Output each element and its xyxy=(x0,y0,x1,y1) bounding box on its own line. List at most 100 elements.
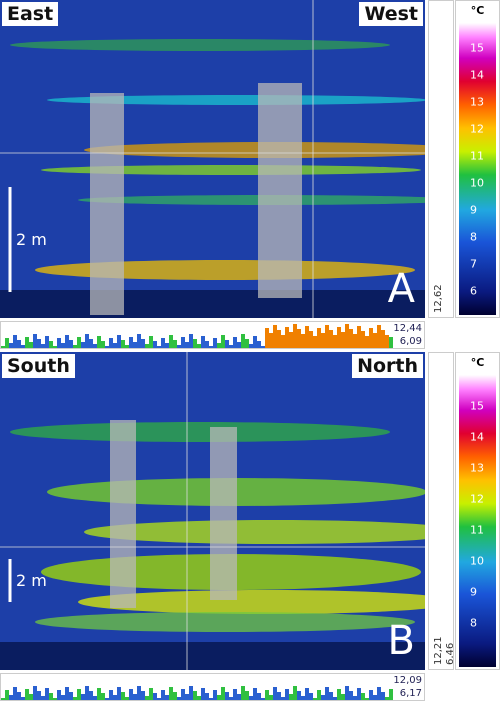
profile-bar xyxy=(69,692,73,700)
profile-bar xyxy=(273,325,277,348)
thermal-band xyxy=(84,142,425,158)
profile-bar xyxy=(141,691,145,700)
panel-letter: A xyxy=(387,266,415,312)
profile-bar xyxy=(385,697,389,700)
side-profile: 12,62 xyxy=(428,0,454,318)
colorbar-tick: 11 xyxy=(470,149,484,163)
profile-bar xyxy=(337,327,341,348)
profile-bar xyxy=(161,690,165,700)
bottom-profile: 12,44 6,09 xyxy=(0,321,425,349)
thermal-render xyxy=(0,352,425,670)
profile-bar xyxy=(345,686,349,700)
profile-bar xyxy=(9,695,13,700)
colorbar-gradient xyxy=(459,23,496,315)
thermal-image: East West 2 m A xyxy=(0,0,425,318)
left-label: South xyxy=(2,354,75,378)
profile-bar xyxy=(309,331,313,348)
profile-bar xyxy=(165,343,169,348)
colorbar-unit: °C xyxy=(470,4,485,17)
colorbar-tick: 15 xyxy=(470,41,484,55)
profile-bar xyxy=(125,697,129,700)
profile-bar xyxy=(345,324,349,348)
colorbar-tick: 9 xyxy=(470,203,477,217)
profile-bar xyxy=(365,698,369,700)
profile-bar xyxy=(225,692,229,700)
profile-bar xyxy=(73,345,77,348)
profile-bar xyxy=(173,692,177,700)
core-photo xyxy=(110,420,136,608)
profile-bar xyxy=(301,696,305,700)
profile-bar xyxy=(37,339,41,348)
profile-bar xyxy=(353,696,357,700)
profile-bar xyxy=(73,697,77,700)
profile-bar xyxy=(29,694,33,700)
side-profile: 12,21 6,46 xyxy=(428,352,454,670)
profile-bar xyxy=(325,325,329,348)
profile-bar xyxy=(5,338,9,348)
profile-bar xyxy=(5,690,9,700)
profile-bar xyxy=(253,688,257,700)
profile-bar xyxy=(53,698,57,700)
profile-bar xyxy=(205,693,209,700)
bottom-min: 6,17 xyxy=(399,688,422,699)
profile-bar xyxy=(25,689,29,700)
profile-bar xyxy=(33,334,37,348)
profile-bar xyxy=(45,336,49,348)
profile-bar xyxy=(45,688,49,700)
profile-bar xyxy=(249,696,253,700)
profile-bar xyxy=(369,328,373,348)
profile-bar xyxy=(209,346,213,348)
core-photo xyxy=(90,93,124,315)
profile-bar xyxy=(233,337,237,348)
profile-bar xyxy=(329,330,333,348)
profile-bar xyxy=(1,346,5,348)
side-min: 6,46 xyxy=(445,642,454,665)
profile-bar xyxy=(153,341,157,348)
profile-bar xyxy=(269,695,273,700)
profile-bar xyxy=(169,335,173,348)
profile-bar xyxy=(245,691,249,700)
profile-bar xyxy=(17,692,21,700)
profile-bar xyxy=(273,687,277,700)
profile-bar xyxy=(181,337,185,348)
profile-bar xyxy=(261,346,265,348)
left-label: East xyxy=(2,2,59,26)
profile-bar xyxy=(321,695,325,700)
colorbar: °C 8 9 10 11 12 13 14 15 xyxy=(455,352,500,670)
profile-bar xyxy=(361,331,365,348)
profile-bar xyxy=(365,336,369,348)
thermal-render xyxy=(0,0,425,318)
ground xyxy=(0,290,425,318)
profile-bar xyxy=(357,688,361,700)
thermal-band xyxy=(35,260,415,280)
profile-bar xyxy=(49,693,53,700)
profile-bar xyxy=(137,334,141,348)
profile-bar xyxy=(85,334,89,348)
profile-bar xyxy=(289,694,293,700)
colorbar-tick: 13 xyxy=(470,95,484,109)
panel-letter: B xyxy=(387,618,415,664)
profile-bar xyxy=(137,686,141,700)
profile-bar xyxy=(21,697,25,700)
thermal-band xyxy=(84,520,425,544)
bottom-profile: 12,09 6,17 xyxy=(0,673,425,701)
profile-bar xyxy=(81,342,85,348)
profile-bar xyxy=(125,345,129,348)
profile-bar xyxy=(241,334,245,348)
profile-bar xyxy=(357,326,361,348)
right-label: West xyxy=(359,2,423,26)
profile-bar xyxy=(37,691,41,700)
colorbar-tick: 10 xyxy=(470,554,484,568)
colorbar-tick: 12 xyxy=(470,122,484,136)
profile-bar xyxy=(29,342,33,348)
profile-bar xyxy=(381,692,385,700)
profile-bar xyxy=(25,337,29,348)
colorbar-tick: 14 xyxy=(470,430,484,444)
profile-bar xyxy=(9,343,13,348)
profile-bar xyxy=(185,694,189,700)
profile-bar xyxy=(145,696,149,700)
profile-bar xyxy=(97,688,101,700)
profile-bar xyxy=(157,698,161,700)
profile-bar xyxy=(149,688,153,700)
